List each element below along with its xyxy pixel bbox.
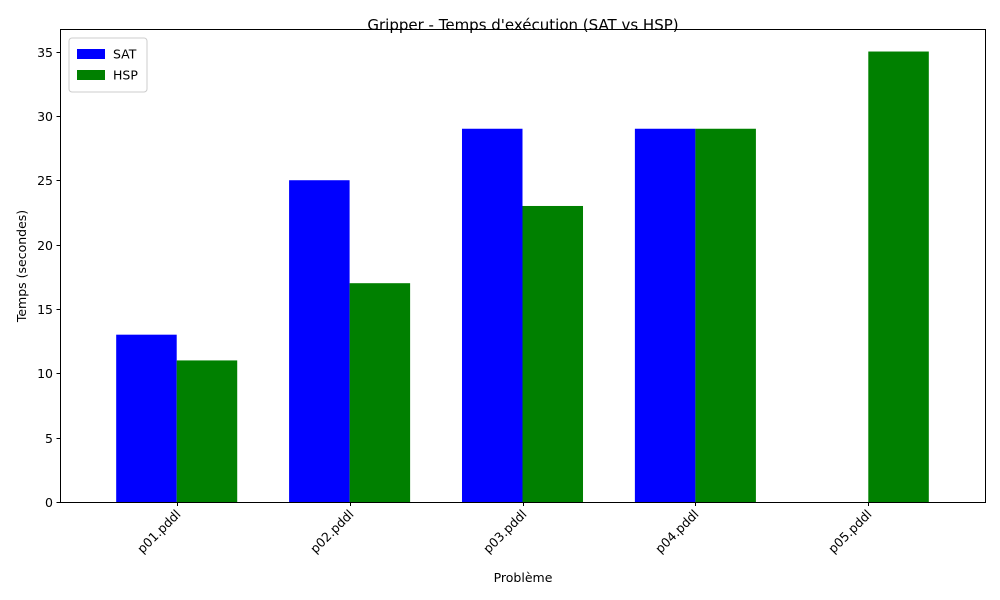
y-axis-label: Temps (secondes) xyxy=(14,210,29,323)
bar-hsp-p02-pddl xyxy=(349,283,411,502)
x-tick-label: p04.pddl xyxy=(652,507,702,557)
bar-hsp-p04-pddl xyxy=(695,128,756,503)
legend-label-sat: SAT xyxy=(113,47,137,62)
y-tick-label: 35 xyxy=(37,45,53,60)
bar-sat-p04-pddl xyxy=(634,128,696,503)
y-tick-label: 15 xyxy=(37,302,53,317)
legend-swatch-hsp xyxy=(77,70,105,80)
y-axis: 0 5 10 15 20 25 30 35 xyxy=(37,45,61,510)
bar-hsp-p03-pddl xyxy=(522,205,584,503)
x-tick-label: p03.pddl xyxy=(480,507,530,557)
y-tick-label: 25 xyxy=(37,173,53,188)
y-tick-label: 0 xyxy=(45,495,53,510)
bars-layer xyxy=(116,51,929,503)
x-axis-label: Problème xyxy=(494,570,553,585)
legend-label-hsp: HSP xyxy=(113,68,138,83)
x-axis: p01.pddl p02.pddl p03.pddl p04.pddl p05.pddl xyxy=(134,502,875,557)
y-tick-label: 5 xyxy=(45,431,53,446)
x-tick-label: p02.pddl xyxy=(307,507,357,557)
legend-swatch-sat xyxy=(77,49,105,59)
x-tick-label: p05.pddl xyxy=(825,507,875,557)
y-tick-label: 20 xyxy=(37,238,53,253)
bar-hsp-p05-pddl xyxy=(868,51,929,503)
bar-sat-p03-pddl xyxy=(461,128,523,503)
bar-sat-p02-pddl xyxy=(289,180,350,502)
y-tick-label: 30 xyxy=(37,109,53,124)
chart-title: Gripper - Temps d'exécution (SAT vs HSP) xyxy=(367,16,678,34)
bar-sat-p01-pddl xyxy=(116,334,177,502)
x-tick-label: p01.pddl xyxy=(134,507,184,557)
bar-hsp-p01-pddl xyxy=(176,360,238,502)
legend: SAT HSP xyxy=(68,37,148,93)
y-tick-label: 10 xyxy=(37,366,53,381)
